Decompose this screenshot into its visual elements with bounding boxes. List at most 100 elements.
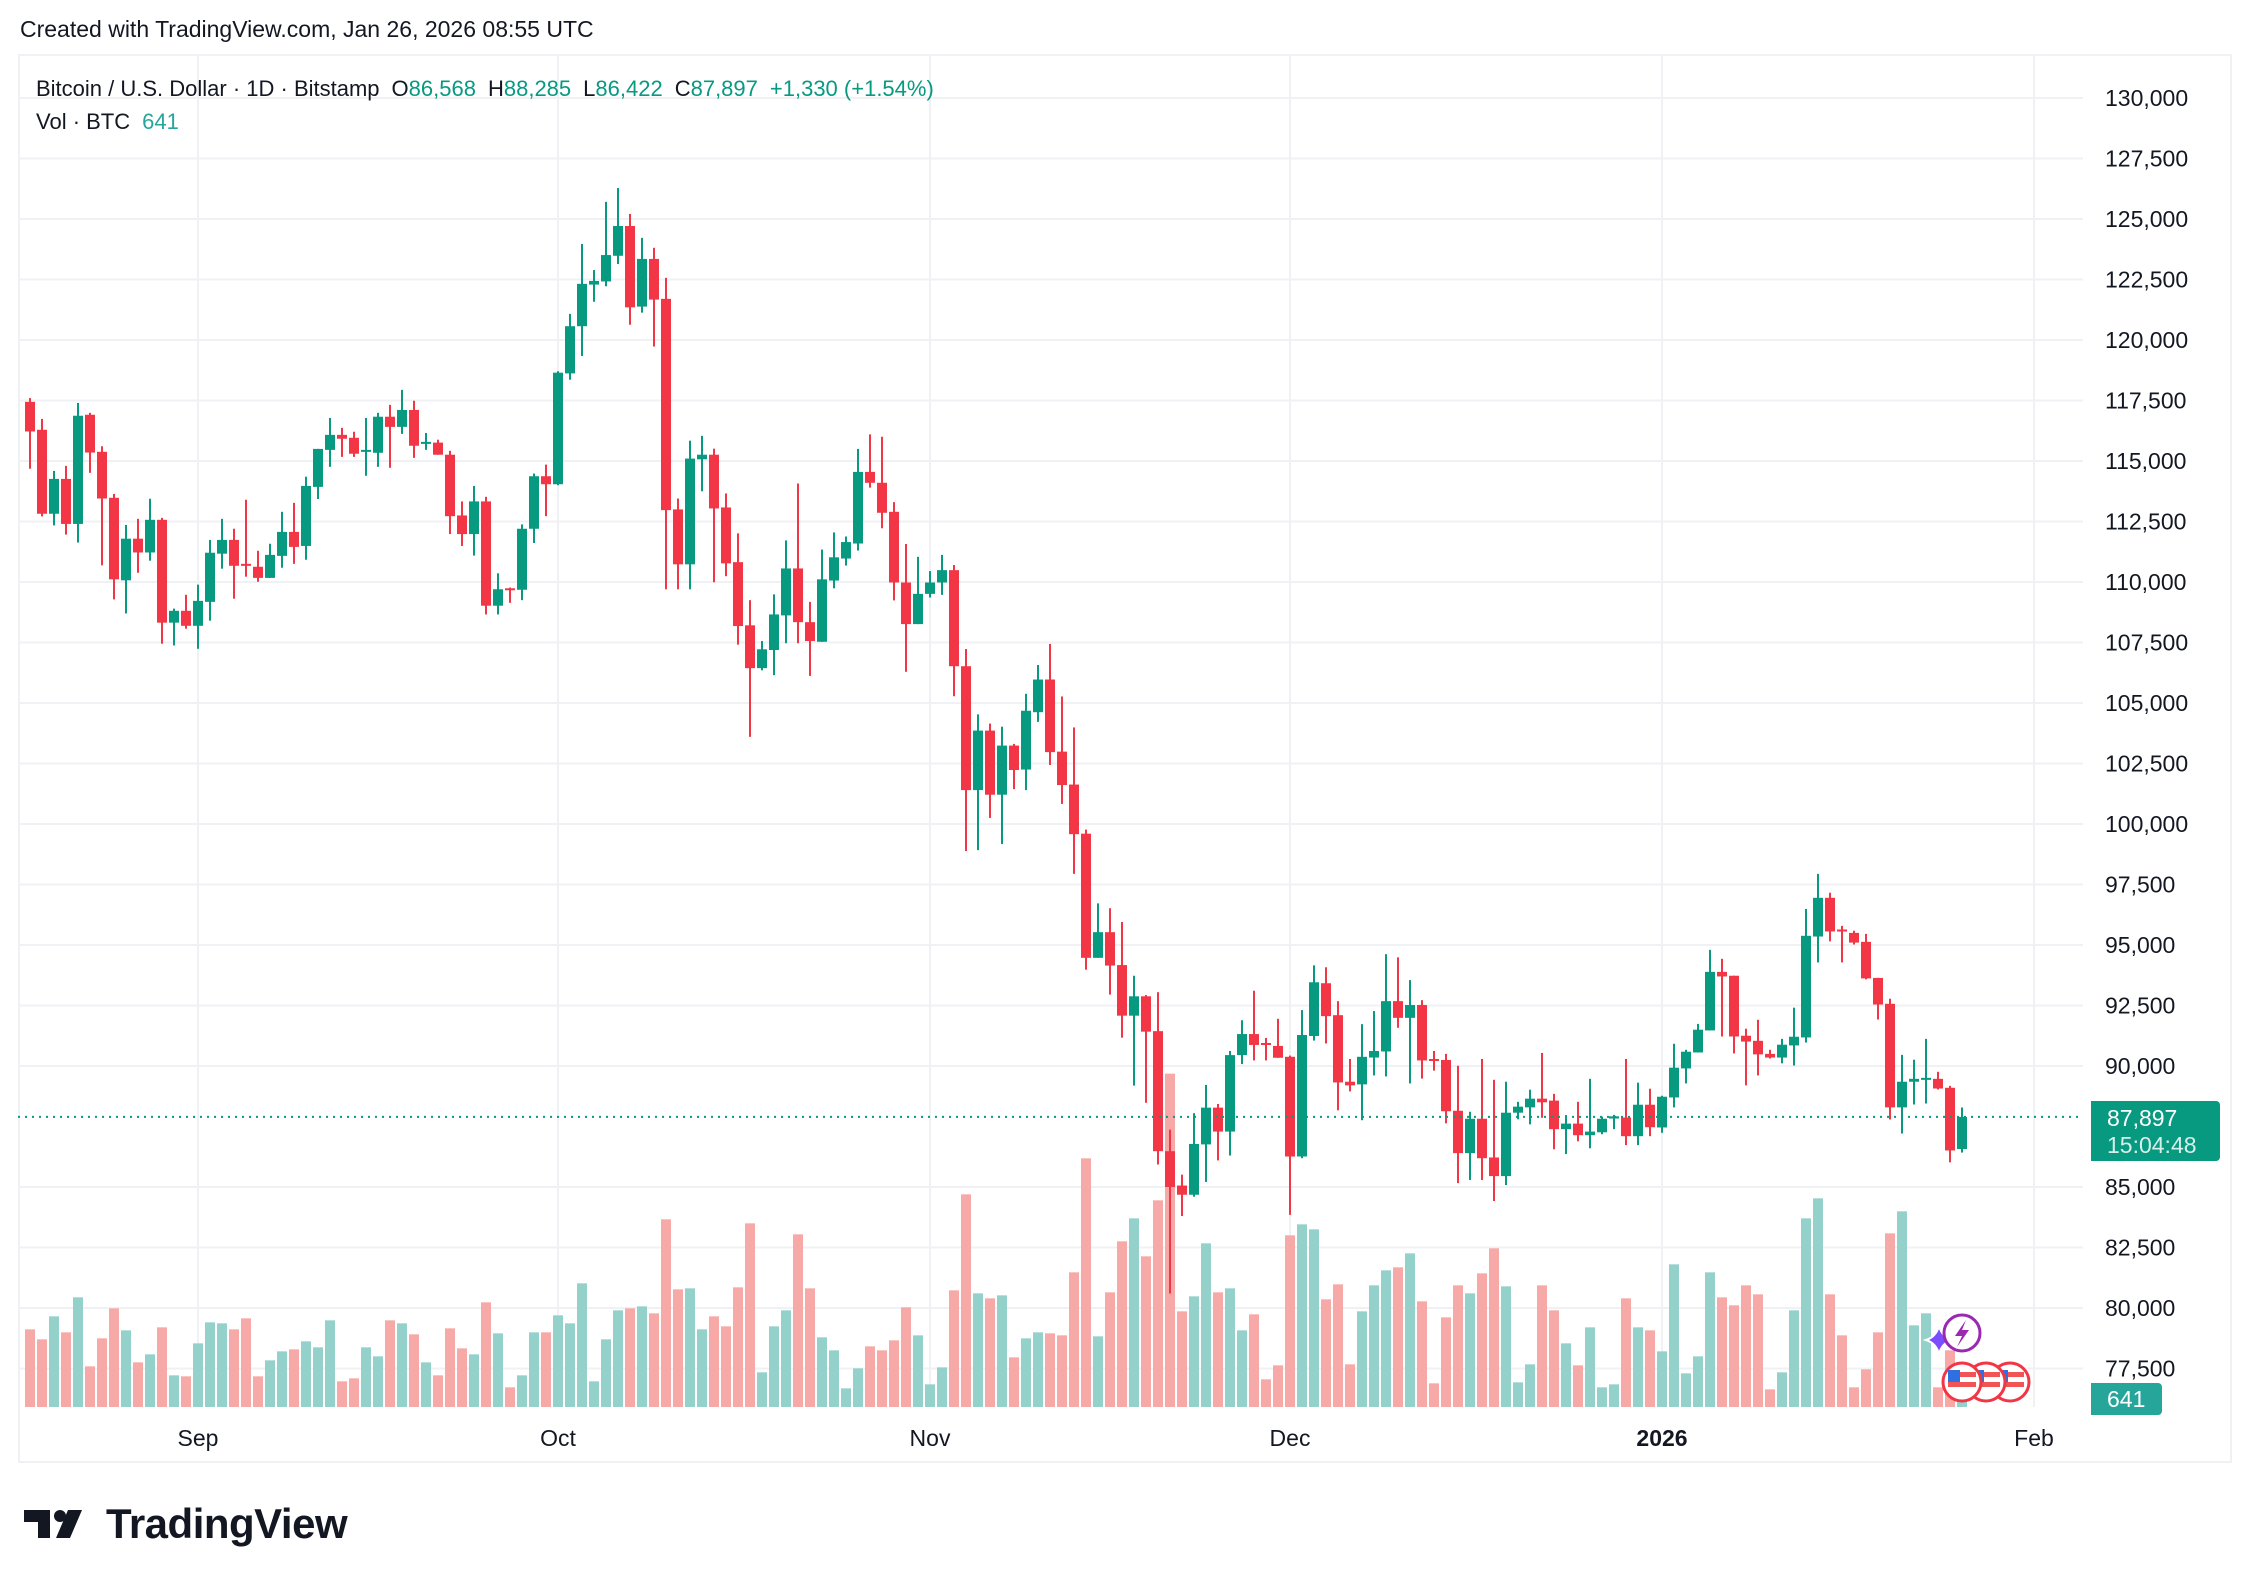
candle-down[interactable] [673, 498, 683, 590]
candle-up[interactable] [1225, 1050, 1235, 1156]
candle-down[interactable] [409, 400, 419, 458]
candle-down[interactable] [1285, 1055, 1295, 1215]
candle-down[interactable] [241, 499, 251, 577]
candle-down[interactable] [1717, 958, 1727, 1037]
candle-down[interactable] [337, 427, 347, 457]
candle-down[interactable] [1621, 1058, 1631, 1146]
candle-down[interactable] [1009, 743, 1019, 790]
candle-down[interactable] [1213, 1103, 1223, 1161]
candle-down[interactable] [433, 439, 443, 455]
candle-up[interactable] [313, 448, 323, 499]
candle-down[interactable] [661, 277, 671, 590]
candle-up[interactable] [1909, 1059, 1919, 1105]
candle-up[interactable] [1921, 1038, 1931, 1104]
candle-up[interactable] [1513, 1101, 1523, 1120]
candle-down[interactable] [625, 213, 635, 325]
candle-down[interactable] [253, 550, 263, 582]
candle-down[interactable] [1837, 925, 1847, 963]
candle-down[interactable] [541, 464, 551, 517]
candle-down[interactable] [25, 398, 35, 469]
candle-down[interactable] [1861, 933, 1871, 980]
candle-up[interactable] [73, 402, 83, 543]
candle-down[interactable] [1549, 1093, 1559, 1150]
candle-down[interactable] [1825, 892, 1835, 942]
candle-up[interactable] [493, 573, 503, 615]
candle-down[interactable] [1945, 1085, 1955, 1163]
candle-up[interactable] [397, 389, 407, 434]
candle-down[interactable] [37, 418, 47, 517]
candle-down[interactable] [1741, 1028, 1751, 1086]
candle-up[interactable] [277, 511, 287, 568]
candle-down[interactable] [457, 501, 467, 546]
candle-down[interactable] [1933, 1071, 1943, 1090]
candle-up[interactable] [301, 476, 311, 560]
candle-down[interactable] [1057, 696, 1067, 804]
candle-down[interactable] [349, 431, 359, 457]
candle-up[interactable] [1297, 1010, 1307, 1159]
candle-up[interactable] [841, 536, 851, 566]
candle-up[interactable] [1585, 1078, 1595, 1149]
candle-down[interactable] [1885, 998, 1895, 1120]
candle-down[interactable] [1417, 1000, 1427, 1079]
candle-down[interactable] [1441, 1053, 1451, 1124]
candle-up[interactable] [1201, 1084, 1211, 1182]
candle-down[interactable] [1729, 975, 1739, 1054]
candle-down[interactable] [901, 544, 911, 672]
candle-up[interactable] [781, 540, 791, 644]
symbol-title[interactable]: Bitcoin / U.S. Dollar · 1D · Bitstamp [36, 75, 380, 101]
candle-down[interactable] [1069, 727, 1079, 874]
candle-up[interactable] [361, 417, 371, 476]
candle-down[interactable] [865, 434, 875, 488]
candle-up[interactable] [1813, 873, 1823, 963]
candle-down[interactable] [889, 502, 899, 601]
candle-up[interactable] [685, 440, 695, 590]
candle-up[interactable] [829, 532, 839, 589]
candle-down[interactable] [181, 594, 191, 629]
candle-up[interactable] [1789, 1007, 1799, 1066]
candle-down[interactable] [109, 493, 119, 600]
candle-down[interactable] [877, 436, 887, 529]
candle-up[interactable] [637, 237, 647, 313]
candle-up[interactable] [997, 726, 1007, 845]
candle-up[interactable] [469, 485, 479, 556]
candle-up[interactable] [1957, 1107, 1967, 1153]
candle-up[interactable] [1381, 954, 1391, 1077]
candle-up[interactable] [1561, 1115, 1571, 1155]
candle-down[interactable] [445, 450, 455, 535]
candle-down[interactable] [1141, 995, 1151, 1103]
candle-down[interactable] [949, 565, 959, 697]
candle-down[interactable] [1489, 1079, 1499, 1202]
candle-up[interactable] [529, 473, 539, 544]
candle-down[interactable] [1321, 967, 1331, 1044]
candle-up[interactable] [757, 641, 767, 671]
candle-down[interactable] [1645, 1088, 1655, 1137]
candle-up[interactable] [1033, 665, 1043, 722]
candle-up[interactable] [613, 188, 623, 265]
candle-up[interactable] [1633, 1082, 1643, 1146]
candle-up[interactable] [1501, 1081, 1511, 1186]
candle-down[interactable] [1849, 930, 1859, 945]
candle-down[interactable] [985, 723, 995, 818]
candle-up[interactable] [49, 470, 59, 526]
candle-down[interactable] [1117, 922, 1127, 1038]
candle-down[interactable] [1165, 1129, 1175, 1294]
candle-down[interactable] [1573, 1101, 1583, 1142]
candle-up[interactable] [589, 270, 599, 302]
candle-up[interactable] [577, 243, 587, 356]
candle-down[interactable] [721, 493, 731, 577]
candle-down[interactable] [649, 247, 659, 347]
candle-down[interactable] [1765, 1049, 1775, 1059]
candle-up[interactable] [1777, 1038, 1787, 1064]
candle-down[interactable] [709, 448, 719, 583]
candle-down[interactable] [1333, 1001, 1343, 1111]
candle-down[interactable] [733, 533, 743, 645]
candle-down[interactable] [1453, 1065, 1463, 1184]
candle-up[interactable] [913, 556, 923, 625]
candle-down[interactable] [961, 649, 971, 852]
candle-down[interactable] [1249, 990, 1259, 1061]
candle-up[interactable] [1189, 1113, 1199, 1197]
candle-down[interactable] [1153, 992, 1163, 1165]
candle-up[interactable] [769, 594, 779, 676]
candle-up[interactable] [1681, 1049, 1691, 1084]
